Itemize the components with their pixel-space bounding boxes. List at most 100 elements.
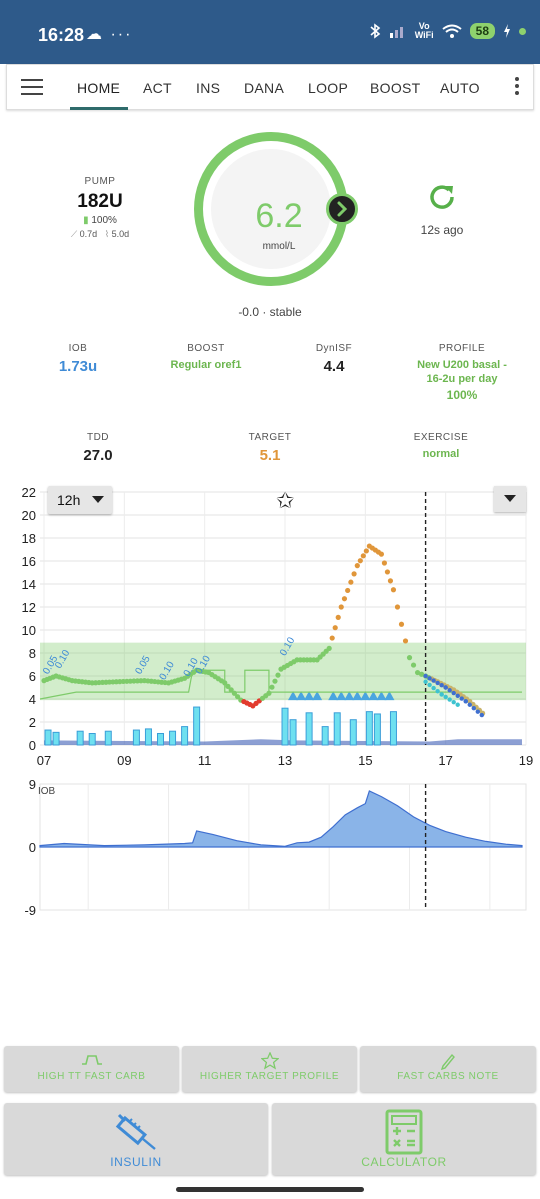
smb-marker xyxy=(368,691,379,701)
cannula-icon: ⟋ xyxy=(70,229,78,239)
y-tick-label: 0 xyxy=(29,840,36,855)
tab-home[interactable]: HOME xyxy=(77,80,121,96)
target-label: TARGET xyxy=(248,432,292,443)
high-tt-fast-carb-button[interactable]: HIGH TT FAST CARB xyxy=(4,1046,179,1092)
chart-options-dropdown[interactable] xyxy=(494,486,526,512)
bg-point xyxy=(410,662,417,668)
status-right: Vo WiFi 58 xyxy=(369,22,526,40)
calculator-icon xyxy=(385,1109,423,1155)
bg-point xyxy=(406,655,413,661)
bolus-bar xyxy=(44,729,52,746)
iob-area xyxy=(39,790,523,848)
range-dropdown[interactable]: 12h xyxy=(48,486,112,514)
insulin-label: INSULIN xyxy=(110,1155,162,1169)
iob-chart: -9 0 9 IOB xyxy=(24,777,527,918)
bg-point xyxy=(329,635,335,641)
bolus-bar xyxy=(76,730,84,746)
pump-battery-value: 100% xyxy=(91,215,117,226)
sensor-icon: ⌇ xyxy=(104,229,110,239)
iob-value: 1.73u xyxy=(58,358,98,375)
iob-stat[interactable]: IOB 1.73u xyxy=(40,343,116,375)
target-stat: TARGET 5.1 xyxy=(230,432,310,464)
x-tick-label: 15 xyxy=(358,753,372,768)
higher-target-profile-button[interactable]: HIGHER TARGET PROFILE xyxy=(182,1046,357,1092)
chevron-down-icon xyxy=(92,496,104,503)
smb-marker xyxy=(352,691,363,701)
battery-level: 58 xyxy=(469,23,495,39)
y-tick-label: 12 xyxy=(22,600,36,615)
prediction-point xyxy=(427,676,432,681)
exercise-label: EXERCISE xyxy=(413,432,469,443)
bg-point xyxy=(360,553,366,559)
dynisf-value: 4.4 xyxy=(323,358,345,375)
target-value: 5.1 xyxy=(259,447,281,464)
bolus-bar xyxy=(169,730,177,746)
tab-loop[interactable]: LOOP xyxy=(308,80,349,96)
star-outline-icon[interactable]: ✩ xyxy=(276,488,295,513)
pump-reservoir: 182U xyxy=(77,191,123,212)
smb-marker xyxy=(304,691,315,701)
tab-act[interactable]: ACT xyxy=(143,80,172,96)
tab-dana[interactable]: DANA xyxy=(244,80,285,96)
bg-point xyxy=(387,578,394,584)
bg-ring-inner: 6.2 mmol/L xyxy=(211,149,331,269)
bg-ring: 6.2 mmol/L xyxy=(194,132,348,286)
tab-auto[interactable]: AUTO xyxy=(440,80,480,96)
bg-point xyxy=(338,604,344,610)
smb-marker xyxy=(376,691,387,701)
signal-icon xyxy=(389,27,403,38)
profile-stat[interactable]: PROFILE New U200 basal - 16-2u per day 1… xyxy=(396,343,528,402)
tab-boost[interactable]: BOOST xyxy=(370,80,421,96)
overflow-menu-icon[interactable] xyxy=(515,77,521,98)
smb-marker xyxy=(336,691,347,701)
bolus-bar xyxy=(132,729,140,746)
smb-marker xyxy=(344,691,355,701)
prediction-point xyxy=(435,680,440,686)
dynisf-stat: DynISF 4.4 xyxy=(290,343,378,375)
bolus-bar xyxy=(333,712,341,746)
calculator-button[interactable]: CALCULATOR xyxy=(272,1103,536,1175)
pencil-icon xyxy=(440,1053,455,1071)
insulin-button[interactable]: INSULIN xyxy=(4,1103,268,1175)
high-temp-target-icon xyxy=(81,1055,102,1065)
wifi-icon xyxy=(442,24,462,38)
y-tick-label: 8 xyxy=(29,646,36,661)
bg-point xyxy=(326,645,332,651)
bolus-bar xyxy=(289,719,297,746)
y-tick-label: 6 xyxy=(29,669,36,684)
x-tick-label: 19 xyxy=(519,753,533,768)
y-tick-label: 10 xyxy=(22,623,36,638)
menu-icon[interactable] xyxy=(21,79,43,95)
fast-carbs-note-button[interactable]: FAST CARBS NOTE xyxy=(360,1046,536,1092)
bg-point xyxy=(363,548,369,554)
x-tick-label: 09 xyxy=(117,753,131,768)
smb-marker xyxy=(312,691,323,701)
exercise-value: normal xyxy=(422,448,460,460)
bg-point xyxy=(269,684,275,690)
bg-point xyxy=(332,625,338,631)
profile-name-line2: 16-2u per day xyxy=(426,373,498,385)
bg-point xyxy=(390,587,397,593)
bg-point xyxy=(272,678,278,684)
bg-value: 6.2 xyxy=(255,197,303,235)
y-tick-label: 16 xyxy=(22,554,36,569)
tdd-label: TDD xyxy=(86,432,110,443)
prediction-point xyxy=(475,709,481,714)
bg-point xyxy=(378,551,385,557)
y-tick-label: 20 xyxy=(22,508,36,523)
charging-icon xyxy=(504,24,510,38)
dynisf-label: DynISF xyxy=(315,343,353,354)
bg-point xyxy=(418,671,425,677)
bg-point xyxy=(348,579,354,585)
refresh-icon[interactable] xyxy=(427,182,457,212)
status-time: 16:28 xyxy=(38,25,85,45)
prediction-point xyxy=(455,702,460,707)
y-tick-label: 4 xyxy=(29,692,36,707)
pump-status: PUMP 182U ▮ 100% ⟋ 0.7d ⌇ 5.0d xyxy=(50,176,150,240)
tab-ins[interactable]: INS xyxy=(196,80,221,96)
quick-action-label: HIGH TT FAST CARB xyxy=(37,1071,146,1082)
bg-age: 12s ago xyxy=(400,182,484,237)
tdd-stat: TDD 27.0 xyxy=(60,432,136,464)
prediction-point xyxy=(463,699,468,704)
